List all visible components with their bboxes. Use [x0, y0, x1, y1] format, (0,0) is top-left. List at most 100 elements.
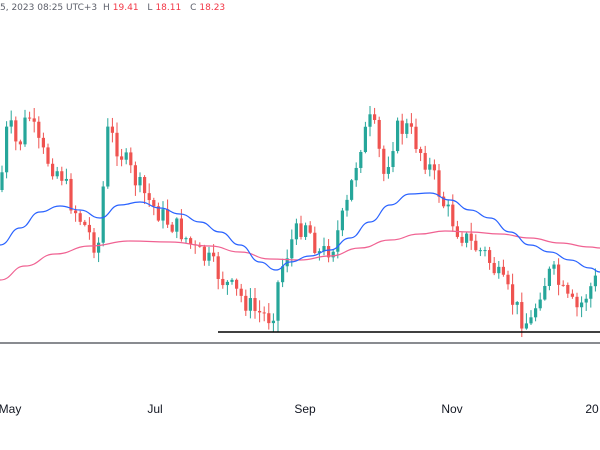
candle-body-44 — [202, 246, 206, 261]
time-axis: May Jul Sep Nov 20 — [0, 402, 599, 416]
candle-body-40 — [184, 238, 188, 240]
candle-body-89 — [409, 123, 413, 127]
candle-body-30 — [138, 177, 142, 186]
candle-body-15 — [69, 178, 73, 211]
candle-body-70 — [322, 246, 326, 252]
ohlc-close: C 18.23 — [190, 3, 226, 13]
candle-body-78 — [359, 152, 363, 168]
candle-body-48 — [221, 278, 225, 286]
candle-body-21 — [97, 242, 101, 253]
candle-body-71 — [327, 246, 331, 258]
candle-body-68 — [313, 232, 317, 253]
candle-body-20 — [92, 232, 96, 253]
header-info: 5, 2023 08:25 UTC+3 — [0, 3, 98, 13]
candle-body-121 — [557, 264, 561, 285]
candle-body-7 — [32, 118, 36, 122]
candle-body-53 — [244, 295, 248, 311]
candle-body-66 — [304, 225, 308, 237]
time-tick-label: Sep — [294, 402, 316, 416]
candle-body-117 — [538, 299, 542, 309]
candle-body-124 — [570, 293, 574, 297]
candle-body-83 — [382, 148, 386, 174]
candle-body-27 — [124, 152, 128, 160]
time-tick-label: Nov — [441, 402, 462, 416]
candle-body-119 — [547, 268, 551, 286]
candle-body-22 — [101, 186, 105, 243]
candle-body-69 — [317, 251, 321, 253]
candle-body-26 — [120, 156, 124, 160]
candle-body-112 — [515, 302, 519, 305]
candle-body-33 — [152, 200, 156, 207]
candle-body-13 — [60, 171, 64, 181]
fast-moving-average-line — [0, 192, 600, 273]
candle-body-93 — [428, 164, 432, 170]
candle-body-115 — [529, 317, 533, 324]
candle-body-102 — [469, 233, 473, 241]
candle-body-75 — [345, 199, 349, 211]
ohlc-high: H 19.41 — [103, 3, 139, 13]
time-tick-label: Jul — [147, 402, 162, 416]
candle-body-8 — [37, 121, 41, 138]
candle-body-76 — [350, 180, 354, 200]
candle-body-90 — [414, 126, 418, 150]
candle-body-1 — [5, 126, 9, 173]
candle-body-49 — [225, 281, 229, 286]
candle-body-3 — [14, 120, 18, 142]
candle-body-35 — [161, 209, 165, 221]
candle-body-52 — [239, 288, 243, 296]
candle-body-98 — [451, 204, 455, 227]
candle-body-18 — [83, 221, 87, 225]
candle-body-123 — [566, 284, 570, 294]
candle-body-55 — [253, 298, 257, 311]
candle-body-37 — [170, 224, 174, 232]
candle-body-92 — [423, 152, 427, 170]
candle-body-120 — [552, 264, 556, 269]
candle-body-46 — [212, 252, 216, 257]
candle-body-51 — [235, 279, 239, 289]
candle-body-50 — [230, 279, 234, 282]
candle-body-116 — [534, 308, 538, 318]
candle-body-17 — [78, 213, 82, 222]
candle-body-67 — [308, 225, 312, 233]
candle-body-28 — [129, 152, 133, 166]
candle-body-103 — [474, 240, 478, 251]
candle-body-80 — [368, 114, 372, 127]
candle-body-31 — [143, 177, 147, 194]
candle-body-29 — [133, 165, 137, 186]
candle-body-0 — [0, 172, 4, 190]
candle-body-128 — [589, 286, 593, 299]
candle-body-45 — [207, 252, 211, 261]
candle-body-38 — [175, 218, 179, 232]
candle-body-108 — [497, 266, 501, 274]
candle-body-114 — [524, 323, 528, 329]
candle-body-47 — [216, 256, 220, 279]
candle-body-88 — [405, 123, 409, 134]
candle-body-39 — [179, 218, 183, 240]
time-tick-label: 20 — [585, 402, 599, 416]
candle-body-60 — [276, 282, 280, 321]
candle-body-73 — [336, 230, 340, 252]
candle-body-81 — [373, 114, 377, 120]
candle-body-16 — [74, 210, 78, 214]
candle-body-101 — [465, 233, 469, 243]
candle-body-105 — [483, 250, 487, 252]
candle-body-82 — [377, 119, 381, 149]
candle-body-74 — [340, 210, 344, 231]
candle-body-61 — [281, 266, 285, 283]
candle-body-36 — [166, 209, 170, 225]
time-tick-label: May — [0, 402, 21, 416]
candle-body-91 — [419, 149, 423, 153]
candle-body-24 — [110, 126, 114, 133]
candle-body-4 — [18, 141, 22, 145]
candle-body-100 — [460, 236, 464, 243]
candle-body-65 — [299, 223, 303, 237]
candle-body-109 — [501, 266, 505, 275]
candle-body-86 — [396, 120, 400, 152]
slow-moving-average-line — [0, 230, 600, 281]
candle-body-129 — [593, 275, 597, 287]
candle-body-79 — [363, 126, 367, 153]
ohlc-low: L 18.11 — [147, 3, 182, 13]
candle-body-111 — [511, 284, 515, 305]
candle-body-32 — [147, 193, 151, 201]
